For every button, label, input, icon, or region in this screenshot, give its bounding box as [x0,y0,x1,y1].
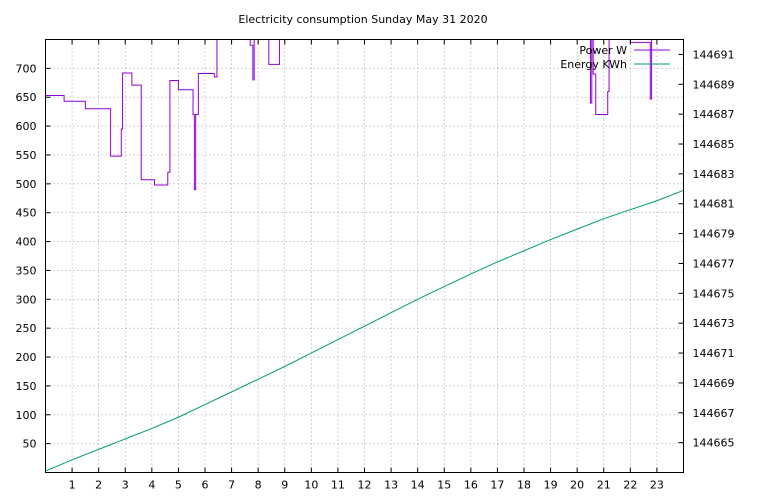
x-tick-label: 14 [411,479,425,492]
x-tick-label: 11 [331,479,345,492]
x-tick-label: 3 [122,479,129,492]
y2-tick-label: 144681 [693,198,735,211]
x-tick-label: 19 [544,479,558,492]
legend-label: Energy KWh [560,58,627,71]
x-tick-label: 4 [148,479,155,492]
grid [45,39,684,473]
y2-tick-label: 144677 [693,257,735,270]
y2-tick-label: 144687 [693,108,735,121]
x-tick-label: 18 [517,479,531,492]
x-tick-label: 6 [202,479,209,492]
y2-tick-label: 144665 [693,437,735,450]
x-tick-label: 12 [358,479,372,492]
x-tick-label: 13 [384,479,398,492]
y-tick-label: 400 [16,236,37,249]
y-tick-label: 100 [16,409,37,422]
y2-tick-label: 144673 [693,317,735,330]
y2-tick-label: 144667 [693,407,735,420]
y-tick-label: 450 [16,207,37,220]
y-tick-label: 300 [16,293,37,306]
y2-tick-label: 144683 [693,168,735,181]
axes: 1 2 3 4 5 6 7 8 9 10 11 12 13 14 15 16 17 18 19 20 21 22 23501… [16,39,735,492]
y2-tick-label: 144669 [693,377,735,390]
x-tick-label: 1 [69,479,76,492]
x-tick-label: 7 [228,479,235,492]
chart-title: Electricity consumption Sunday May 31 20… [238,13,487,26]
x-tick-label: 15 [437,479,451,492]
x-tick-label: 16 [464,479,478,492]
x-tick-label: 5 [175,479,182,492]
y2-tick-label: 144689 [693,78,735,91]
legend-label: Power W [579,44,627,57]
x-tick-label: 17 [490,479,504,492]
x-tick-label: 20 [570,479,584,492]
x-tick-label: 22 [623,479,637,492]
x-tick-label: 9 [281,479,288,492]
series-layer [45,39,684,472]
x-tick-label: 2 [95,479,102,492]
y-tick-label: 500 [16,178,37,191]
y2-tick-label: 144679 [693,228,735,241]
y-tick-label: 250 [16,322,37,335]
x-tick-label: 10 [304,479,318,492]
y-tick-label: 50 [23,438,37,451]
y2-tick-label: 144671 [693,347,735,360]
y2-tick-label: 144675 [693,287,735,300]
y-tick-label: 650 [16,91,37,104]
x-tick-label: 8 [255,479,262,492]
y-tick-label: 600 [16,120,37,133]
y-tick-label: 150 [16,380,37,393]
y-tick-label: 550 [16,149,37,162]
series-line-energy [45,189,684,472]
y2-tick-label: 144685 [693,138,735,151]
series-line-power [45,39,653,191]
x-tick-label: 21 [597,479,611,492]
y2-tick-label: 144691 [693,48,735,61]
y-tick-label: 700 [16,62,37,75]
y-tick-label: 200 [16,351,37,364]
x-tick-label: 23 [650,479,664,492]
y-tick-label: 350 [16,264,37,277]
